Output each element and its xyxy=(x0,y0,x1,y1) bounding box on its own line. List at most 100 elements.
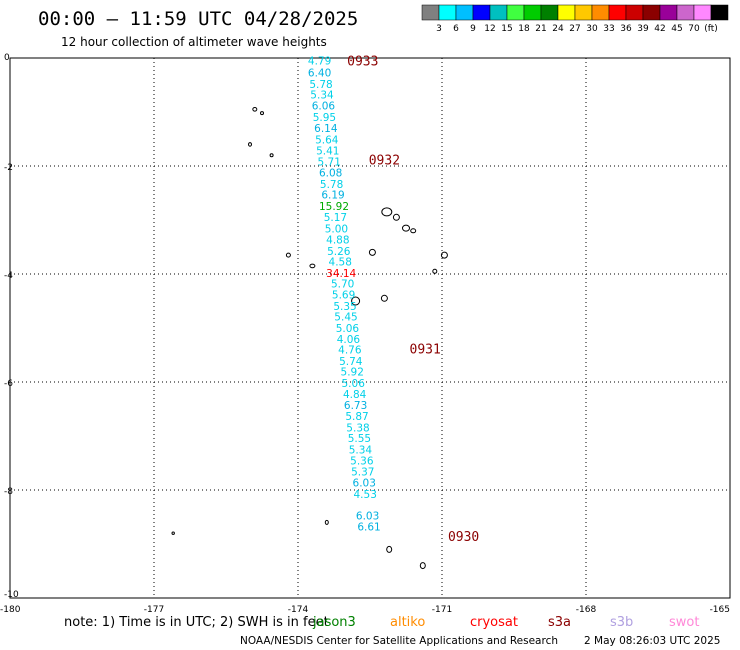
x-tick-label: -168 xyxy=(576,605,597,615)
swh-label: 5.06 xyxy=(336,323,360,335)
swh-label: 5.95 xyxy=(313,112,336,124)
legend-swatch xyxy=(540,4,559,21)
swh-label: 5.74 xyxy=(339,356,363,368)
swh-label: 5.78 xyxy=(320,179,343,191)
swh-label: 6.06 xyxy=(312,101,336,113)
legend-label: 45 xyxy=(671,24,682,34)
plot-area: -180 -177 -174 -171 -168 -165 0 -2 -4 -6 -8 -10 4.7… xyxy=(0,53,731,615)
legend-swatch xyxy=(710,4,729,21)
satellite-name: s3a xyxy=(548,615,571,630)
swh-label: 5.41 xyxy=(316,145,339,157)
legend-swatch xyxy=(659,4,678,21)
island-outline xyxy=(252,107,258,112)
island-outline xyxy=(380,294,388,302)
swh-label: 6.61 xyxy=(357,522,380,534)
y-tick-label: -10 xyxy=(4,590,19,600)
legend-swatch xyxy=(591,4,610,21)
swh-label: 15.92 xyxy=(319,201,349,213)
swh-label: 5.78 xyxy=(309,79,332,91)
legend-swatch xyxy=(506,4,525,21)
legend-label: 9 xyxy=(470,24,476,34)
legend-swatch xyxy=(693,4,712,21)
island-outline xyxy=(269,153,274,158)
footer-note: note: 1) Time is in UTC; 2) SWH is in fe… xyxy=(64,615,329,630)
swh-label: 5.00 xyxy=(325,224,348,236)
island-outline xyxy=(368,248,376,256)
legend-label: 36 xyxy=(620,24,632,34)
island-outlines xyxy=(171,107,448,570)
swh-label: 5.45 xyxy=(334,312,357,324)
legend-swatch xyxy=(489,4,508,21)
footer-credit: NOAA/NESDIS Center for Satellite Applica… xyxy=(240,635,558,647)
x-tick-label: -165 xyxy=(710,605,730,615)
color-legend: 3 6 9 12 15 18 21 24 27 30 33 36 39 42 45 70 (ft) xyxy=(421,4,729,34)
legend-label: 12 xyxy=(484,24,495,34)
swh-label: 5.64 xyxy=(315,135,339,147)
legend-label: 21 xyxy=(535,24,546,34)
legend-label: 33 xyxy=(603,24,614,34)
x-tick-label: -171 xyxy=(432,605,452,615)
legend-label: (ft) xyxy=(704,24,718,34)
time-label: 0933 xyxy=(347,55,378,70)
island-outline xyxy=(260,111,264,116)
satellite-name: swot xyxy=(669,615,699,630)
island-outline xyxy=(410,228,417,234)
swh-label: 5.35 xyxy=(333,301,356,313)
satellite-name: cryosat xyxy=(470,615,518,630)
legend-label: 39 xyxy=(637,24,649,34)
y-tick-label: 0 xyxy=(4,53,10,63)
island-outline xyxy=(440,251,448,259)
y-tick-label: -6 xyxy=(4,379,13,389)
legend-label: 6 xyxy=(453,24,459,34)
island-outline xyxy=(309,263,316,269)
island-outline xyxy=(285,252,291,258)
swh-label: 6.03 xyxy=(353,477,376,489)
time-labels: 0933 0932 0931 0930 xyxy=(347,55,479,545)
x-tick-label: -177 xyxy=(144,605,164,615)
legend-swatch xyxy=(421,4,440,21)
island-outline xyxy=(386,545,393,553)
legend-swatch xyxy=(642,4,661,21)
legend-swatch xyxy=(455,4,474,21)
y-tick-label: -4 xyxy=(4,271,13,281)
swh-label: 6.14 xyxy=(314,123,338,135)
legend-label: 3 xyxy=(436,24,442,34)
swh-label: 4.76 xyxy=(338,345,362,357)
swh-label: 6.08 xyxy=(319,167,342,179)
footer: note: 1) Time is in UTC; 2) SWH is in fe… xyxy=(64,615,720,647)
swh-label: 4.58 xyxy=(329,257,352,269)
satellite-name: s3b xyxy=(610,615,633,630)
satellite-legend: jason3 altiko cryosat s3a s3b swot xyxy=(312,615,699,630)
swh-label: 5.71 xyxy=(318,157,341,169)
swh-label: 6.40 xyxy=(308,68,331,80)
legend-swatch xyxy=(625,4,644,21)
swh-label: 4.79 xyxy=(308,56,331,68)
y-tick-label: -2 xyxy=(4,163,13,173)
x-tick-label: -174 xyxy=(288,605,309,615)
x-tick-label: -180 xyxy=(0,605,21,615)
y-tick-label: -8 xyxy=(4,487,13,497)
island-outline xyxy=(351,296,361,306)
chart-subtitle: 12 hour collection of altimeter wave hei… xyxy=(61,35,327,49)
legend-label: 18 xyxy=(518,24,530,34)
swh-label: 5.17 xyxy=(324,212,347,224)
island-outline xyxy=(381,207,393,217)
swh-label: 4.53 xyxy=(354,489,377,501)
swh-label: 5.26 xyxy=(327,246,351,258)
swh-label: 5.70 xyxy=(331,279,354,291)
swh-label: 5.69 xyxy=(332,290,355,302)
satellite-name: altiko xyxy=(390,615,425,630)
swh-label: 5.38 xyxy=(346,422,369,434)
swh-label: 5.06 xyxy=(342,378,366,390)
footer-timestamp: 2 May 08:26:03 UTC 2025 xyxy=(584,635,720,647)
legend-label: 70 xyxy=(688,24,700,34)
time-label: 0931 xyxy=(410,343,441,358)
legend-label: 27 xyxy=(569,24,580,34)
chart-title: 00:00 – 11:59 UTC 04/28/2025 xyxy=(38,8,358,30)
swh-label: 4.88 xyxy=(326,234,349,246)
island-outline xyxy=(324,519,329,525)
legend-swatch xyxy=(438,4,457,21)
swh-label: 6.03 xyxy=(356,510,379,522)
legend-label: 15 xyxy=(501,24,512,34)
swh-label: 5.37 xyxy=(351,467,374,479)
